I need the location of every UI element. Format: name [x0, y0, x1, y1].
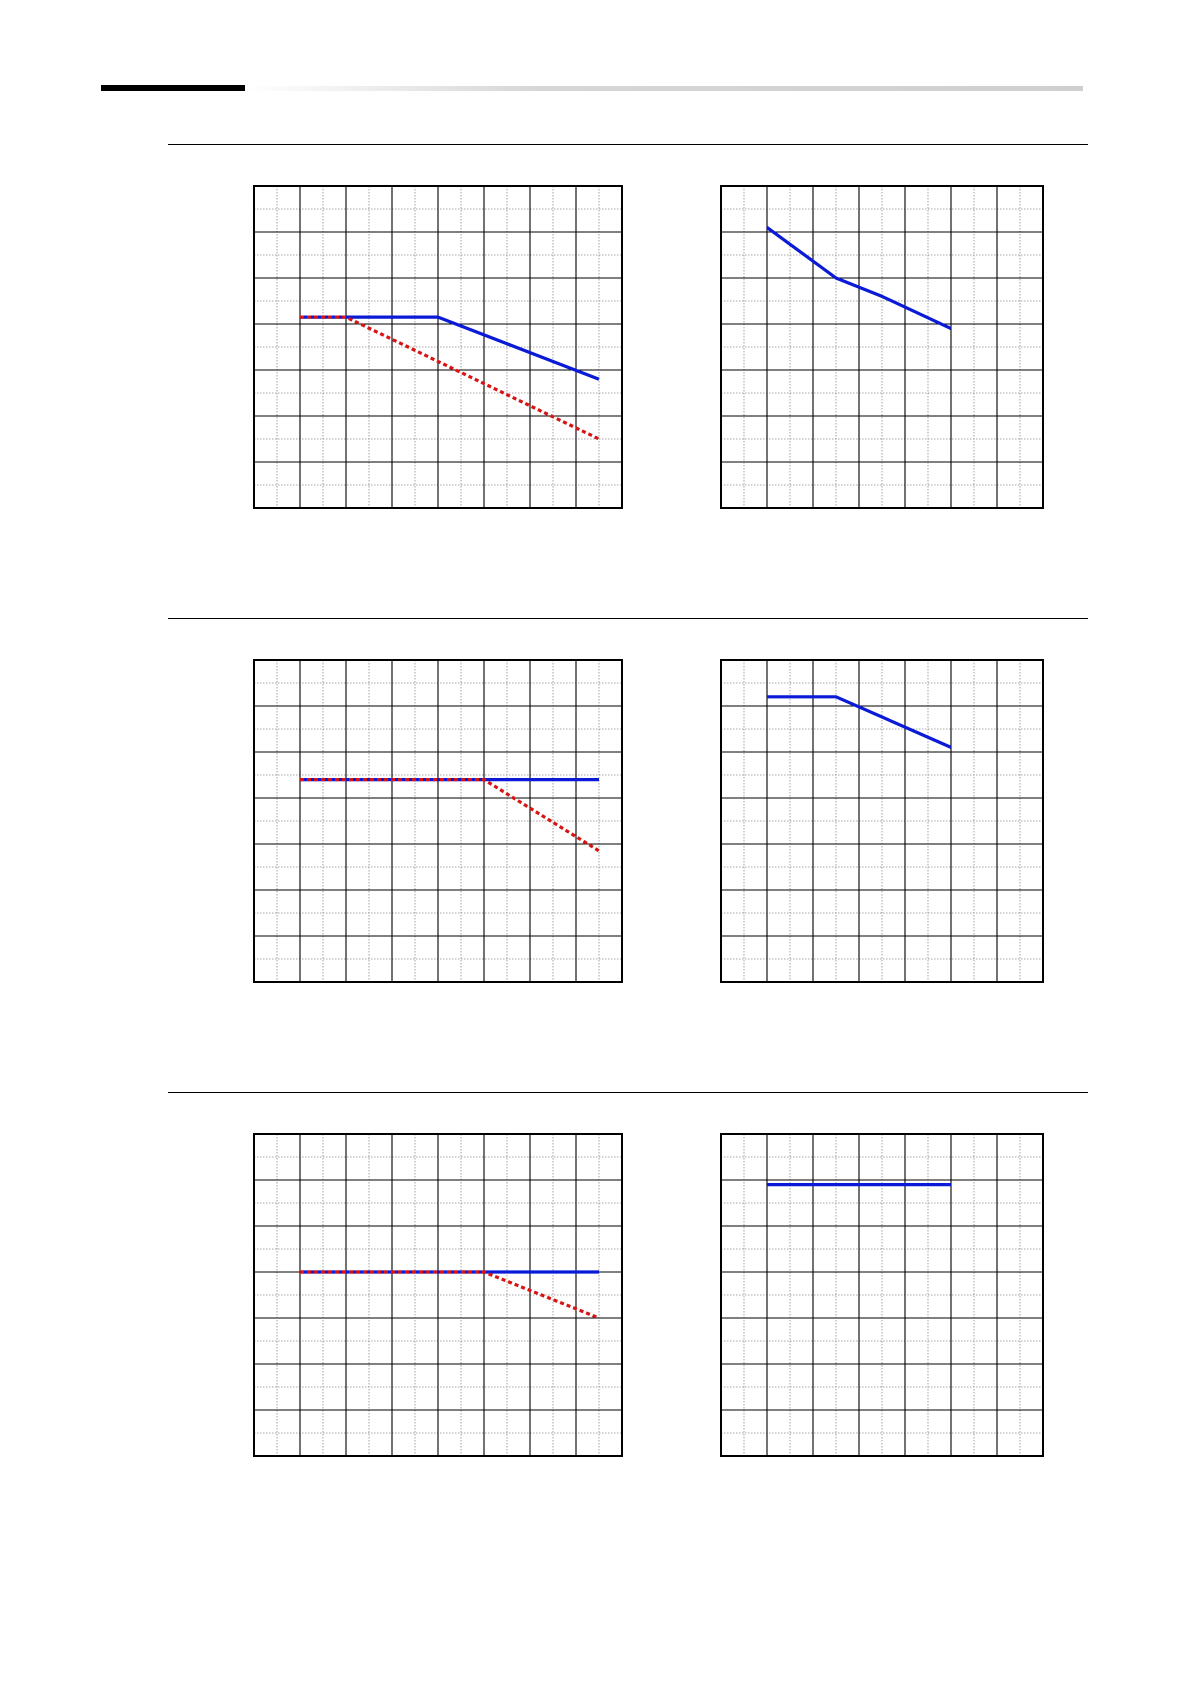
plot-frame [720, 659, 1044, 983]
chart-3 [253, 659, 623, 983]
chart-1 [253, 185, 623, 509]
plot-frame [720, 1133, 1044, 1457]
plot-frame [253, 1133, 623, 1457]
chart-6 [720, 1133, 1044, 1457]
series-line-dashed [300, 1270, 600, 1320]
series-line-solid [767, 695, 952, 749]
plot-frame [253, 659, 623, 983]
header-fade-bar [245, 86, 1083, 91]
plot-frame [720, 185, 1044, 509]
section-rule-3 [168, 1092, 1088, 1093]
chart-5 [253, 1133, 623, 1457]
plot-frame [253, 185, 623, 509]
section-rule-2 [168, 618, 1088, 619]
series-line-dashed [300, 315, 600, 441]
series-line-dashed [300, 777, 600, 853]
series-line-solid [766, 226, 952, 331]
chart-2 [720, 185, 1044, 509]
chart-4 [720, 659, 1044, 983]
header-bar [101, 85, 245, 91]
section-rule-1 [168, 144, 1088, 145]
